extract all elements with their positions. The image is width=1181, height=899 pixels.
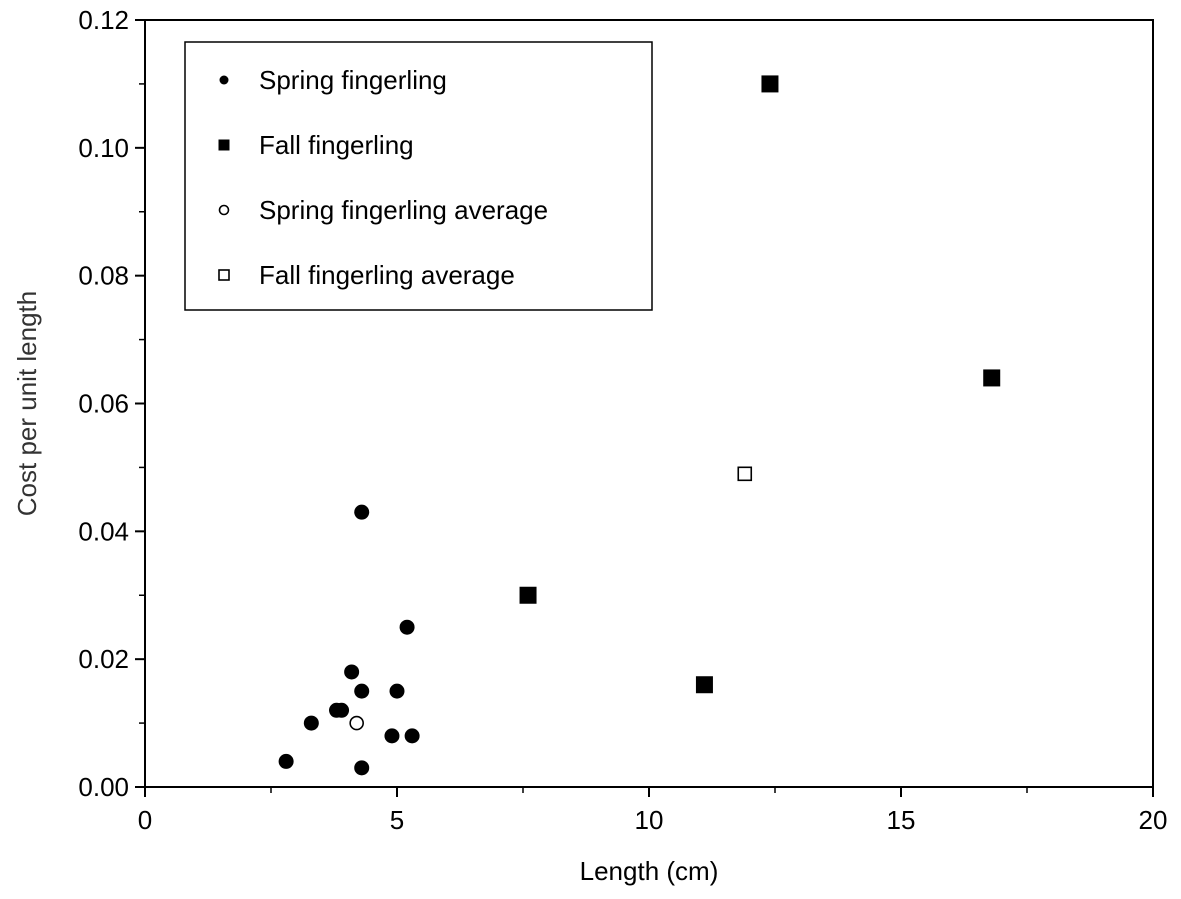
legend-label: Spring fingerling average (259, 195, 548, 225)
x-tick-label: 10 (635, 805, 664, 835)
y-tick-label: 0.10 (78, 133, 129, 163)
data-point (404, 728, 420, 744)
legend-marker (218, 269, 230, 281)
y-tick-label: 0.12 (78, 5, 129, 35)
data-point (334, 702, 350, 718)
legend-marker (218, 139, 230, 151)
y-axis: 0.00 0.02 0.04 0.06 0.08 0.10 0.12 (78, 5, 145, 802)
data-point (384, 728, 400, 744)
data-point (354, 683, 370, 699)
x-tick-label: 20 (1139, 805, 1168, 835)
data-point (399, 619, 415, 635)
legend-label: Spring fingerling (259, 65, 447, 95)
data-point (737, 466, 753, 482)
data-point (695, 676, 713, 694)
legend-marker (218, 204, 230, 216)
data-point (983, 369, 1001, 387)
series-group (519, 75, 1001, 694)
x-axis-title: Length (cm) (580, 856, 719, 886)
legend-marker (219, 75, 229, 85)
data-point (354, 760, 370, 776)
data-point (389, 683, 405, 699)
data-point (761, 75, 779, 93)
data-point (354, 504, 370, 520)
x-tick-label: 15 (887, 805, 916, 835)
data-point (303, 715, 319, 731)
legend-box (184, 41, 653, 311)
y-tick-label: 0.06 (78, 389, 129, 419)
legend-label: Fall fingerling (259, 130, 414, 160)
data-point (519, 586, 537, 604)
x-axis: 0 5 10 15 20 (138, 787, 1168, 835)
series-group (737, 466, 753, 482)
x-tick-label: 5 (390, 805, 404, 835)
legend: Spring fingerling Fall fingerling Spring f… (184, 41, 653, 311)
data-points (278, 75, 1001, 776)
y-tick-label: 0.00 (78, 772, 129, 802)
data-point (344, 664, 360, 680)
y-axis-title: Cost per unit length (12, 291, 42, 516)
data-point (278, 753, 294, 769)
y-tick-label: 0.08 (78, 261, 129, 291)
y-tick-label: 0.02 (78, 644, 129, 674)
plot-area-frame (144, 19, 1154, 788)
y-tick-label: 0.04 (78, 516, 129, 546)
series-group (278, 504, 420, 776)
series-group (349, 715, 364, 731)
data-point (349, 715, 364, 731)
legend-label: Fall fingerling average (259, 260, 515, 290)
x-tick-label: 0 (138, 805, 152, 835)
